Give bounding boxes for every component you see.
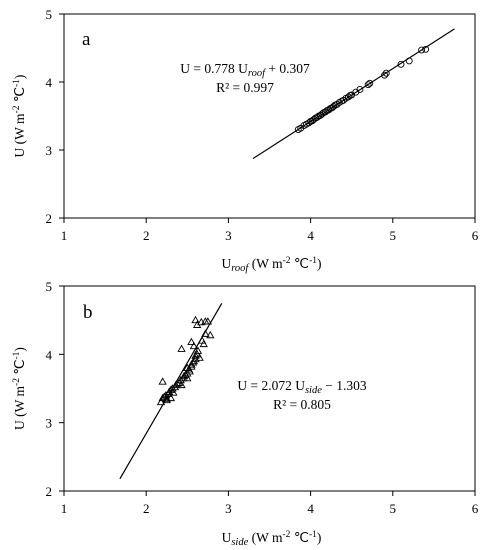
data-point bbox=[397, 60, 405, 68]
y-tick-label: 2 bbox=[46, 211, 53, 226]
data-point bbox=[422, 45, 430, 53]
x-tick-label: 1 bbox=[61, 228, 68, 243]
x-tick-label: 2 bbox=[143, 228, 150, 243]
data-point bbox=[405, 57, 413, 65]
data-point bbox=[177, 380, 186, 389]
y-axis-label: U (W m-2 ℃-1) bbox=[12, 75, 27, 158]
data-point bbox=[201, 317, 210, 325]
data-point bbox=[185, 367, 194, 375]
data-point bbox=[162, 395, 171, 404]
x-tick-label: 5 bbox=[390, 501, 397, 516]
x-tick-label: 3 bbox=[225, 501, 232, 516]
data-point bbox=[195, 353, 204, 361]
data-point bbox=[364, 81, 372, 89]
x-tick-label: 3 bbox=[225, 228, 232, 243]
data-point bbox=[183, 373, 192, 382]
y-tick-label: 4 bbox=[46, 347, 53, 362]
data-point bbox=[183, 369, 192, 377]
data-point bbox=[158, 377, 167, 385]
data-point bbox=[199, 339, 208, 348]
regression-equation: U = 2.072 Uside − 1.303 bbox=[237, 378, 367, 396]
x-axis-label: Uroof (W m-2 ℃-1) bbox=[221, 256, 321, 274]
regression-equation: U = 0.778 Uroof + 0.307 bbox=[180, 61, 310, 79]
panel-label: b bbox=[83, 302, 93, 323]
data-point bbox=[206, 330, 215, 339]
data-point bbox=[177, 344, 186, 352]
y-tick-label: 5 bbox=[46, 7, 53, 22]
x-tick-label: 6 bbox=[472, 228, 479, 243]
data-point bbox=[191, 351, 200, 359]
y-tick-label: 5 bbox=[46, 279, 53, 294]
data-point bbox=[366, 79, 374, 87]
plot-frame bbox=[63, 13, 476, 219]
data-point bbox=[187, 362, 196, 370]
data-point bbox=[189, 341, 199, 350]
data-point bbox=[381, 71, 389, 79]
r-squared-label: R² = 0.805 bbox=[273, 397, 331, 412]
data-point bbox=[169, 388, 178, 396]
data-point bbox=[187, 337, 196, 346]
y-axis-label: U (W m-2 ℃-1) bbox=[12, 347, 27, 430]
data-point bbox=[382, 69, 390, 77]
data-point bbox=[191, 315, 200, 324]
data-point bbox=[418, 46, 426, 54]
panel-label: a bbox=[82, 29, 91, 50]
x-tick-label: 4 bbox=[307, 501, 314, 516]
plot-frame bbox=[63, 285, 476, 492]
fit-line bbox=[252, 28, 455, 160]
y-tick-label: 3 bbox=[46, 416, 53, 431]
data-point bbox=[171, 380, 180, 389]
y-tick-label: 3 bbox=[46, 143, 53, 158]
x-tick-label: 4 bbox=[307, 228, 314, 243]
data-point bbox=[201, 329, 210, 337]
x-axis-label: Uside (W m-2 ℃-1) bbox=[222, 530, 322, 548]
r-squared-label: R² = 0.997 bbox=[216, 80, 274, 95]
data-point bbox=[166, 393, 176, 402]
y-tick-label: 2 bbox=[46, 484, 53, 499]
x-tick-label: 5 bbox=[390, 228, 397, 243]
y-tick-label: 4 bbox=[46, 75, 53, 90]
x-tick-label: 1 bbox=[61, 501, 68, 516]
data-point bbox=[356, 86, 364, 93]
x-tick-label: 6 bbox=[472, 501, 479, 516]
x-tick-label: 2 bbox=[143, 501, 150, 516]
data-point bbox=[193, 346, 203, 354]
